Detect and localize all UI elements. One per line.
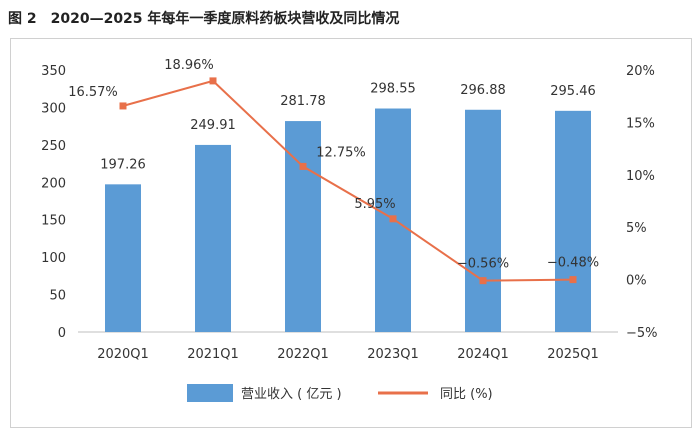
bar-revenue bbox=[105, 184, 141, 332]
y-right-tick-label: −5% bbox=[626, 326, 658, 341]
y-right-tick-label: 20% bbox=[626, 64, 655, 79]
y-left-tick-label: 100 bbox=[41, 251, 66, 266]
y-left-tick-label: 200 bbox=[41, 176, 66, 191]
line-data-label: −0.56% bbox=[457, 257, 509, 272]
bar-revenue bbox=[465, 109, 501, 332]
bar-data-label: 281.78 bbox=[280, 94, 326, 109]
bar-revenue bbox=[195, 144, 231, 332]
legend-line-label: 同比 (%) bbox=[440, 387, 493, 402]
bar-data-label: 249.91 bbox=[190, 118, 236, 133]
yoy-line bbox=[122, 79, 574, 282]
y-right-tick-label: 10% bbox=[626, 169, 655, 184]
x-tick-label: 2021Q1 bbox=[187, 347, 239, 362]
x-tick-label: 2022Q1 bbox=[277, 347, 329, 362]
y-left-tick-label: 0 bbox=[58, 326, 66, 341]
y-right-tick-label: 5% bbox=[626, 221, 647, 236]
legend-bar-label: 营业收入 ( 亿元 ) bbox=[241, 387, 342, 402]
chart-title: 图 2 2020—2025 年每年一季度原料药板块营收及同比情况 bbox=[8, 11, 400, 27]
bar-data-label: 298.55 bbox=[370, 82, 416, 97]
y-right-tick-label: 15% bbox=[626, 116, 655, 131]
yoy-marker bbox=[479, 277, 487, 285]
y-right-tick-label: 0% bbox=[626, 274, 647, 289]
bar-revenue bbox=[555, 110, 591, 332]
line-data-label: 16.57% bbox=[68, 85, 118, 100]
bar-data-label: 295.46 bbox=[550, 84, 596, 99]
y-left-tick-label: 300 bbox=[41, 101, 66, 116]
yoy-marker bbox=[299, 162, 307, 170]
yoy-marker bbox=[389, 215, 397, 223]
yoy-marker bbox=[209, 77, 217, 85]
yoy-marker bbox=[119, 102, 127, 110]
bar-data-label: 296.88 bbox=[460, 83, 506, 98]
bar-data-label: 197.26 bbox=[100, 157, 146, 172]
y-left-tick-label: 150 bbox=[41, 214, 66, 229]
y-left-tick-label: 50 bbox=[49, 289, 66, 304]
legend-bar-swatch bbox=[187, 384, 233, 402]
x-tick-label: 2024Q1 bbox=[457, 347, 509, 362]
line-data-label: 18.96% bbox=[164, 58, 214, 73]
y-left-tick-label: 250 bbox=[41, 139, 66, 154]
x-tick-label: 2025Q1 bbox=[547, 347, 599, 362]
yoy-marker bbox=[569, 276, 577, 284]
y-left-tick-label: 350 bbox=[41, 64, 66, 79]
line-data-label: −0.48% bbox=[547, 256, 599, 271]
line-data-label: 5.95% bbox=[354, 197, 395, 212]
chart-frame bbox=[10, 38, 692, 428]
x-tick-label: 2023Q1 bbox=[367, 347, 419, 362]
line-data-label: 12.75% bbox=[316, 145, 366, 160]
x-tick-label: 2020Q1 bbox=[97, 347, 149, 362]
